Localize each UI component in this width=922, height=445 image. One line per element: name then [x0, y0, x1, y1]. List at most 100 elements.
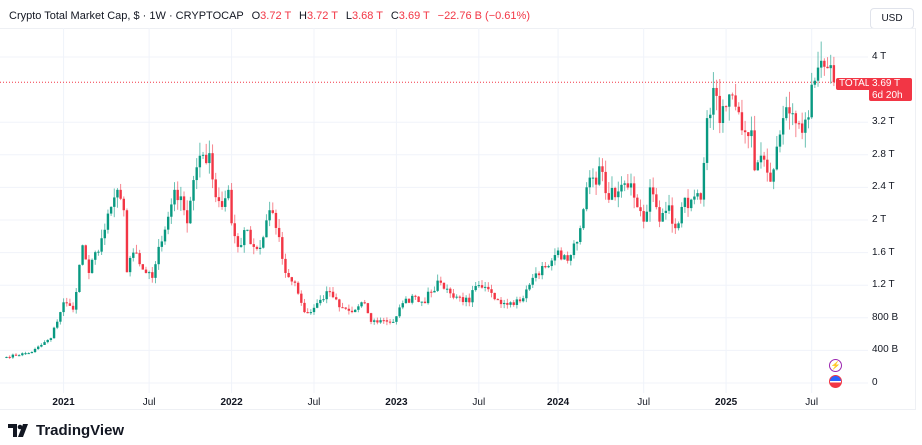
candle-down [417, 296, 420, 302]
candle-down [135, 252, 138, 254]
candle-down [797, 123, 801, 125]
change-value: −22.76 B (−0.61%) [437, 10, 530, 22]
tradingview-logo[interactable]: TradingView [8, 422, 124, 439]
candle-up [522, 298, 525, 302]
y-tick-label: 1.6 T [872, 246, 895, 258]
candle-up [195, 167, 198, 181]
candle-up [27, 353, 30, 355]
candle-down [699, 193, 702, 200]
candle-down [639, 207, 642, 212]
candle-down [376, 320, 379, 323]
candle-down [125, 210, 129, 273]
candle-up [702, 162, 706, 200]
candle-up [395, 316, 398, 322]
candle-down [601, 166, 604, 172]
candle-up [17, 355, 21, 357]
candle-up [525, 289, 528, 299]
candle-up [696, 193, 699, 197]
chart-frame [0, 28, 916, 410]
candle-up [147, 272, 151, 274]
candle-down [715, 87, 718, 96]
last-price: 3.69 T [872, 78, 901, 89]
candle-down [274, 212, 278, 228]
symbol-header: Crypto Total Market Cap, $ · 1W · CRYPTO… [9, 10, 530, 22]
candle-up [690, 199, 693, 209]
candle-up [813, 80, 817, 85]
candle-up [30, 352, 34, 354]
candle-down [382, 320, 385, 322]
candle-up [705, 118, 709, 163]
x-tick-label: 2022 [220, 397, 243, 408]
candle-up [81, 245, 84, 265]
candle-down [271, 210, 274, 213]
candle-down [331, 291, 335, 298]
candle-up [598, 166, 601, 185]
candle-up [404, 298, 408, 304]
candle-up [246, 229, 249, 231]
candle-up [667, 205, 671, 211]
candle-up [781, 118, 785, 135]
candle-up [829, 65, 832, 69]
candle-up [531, 277, 534, 285]
candle-down [68, 303, 72, 306]
candle-down [388, 321, 392, 323]
candle-down [626, 183, 630, 188]
x-tick-label: 2025 [714, 397, 738, 408]
lightning-icon[interactable]: ⚡ [829, 359, 842, 372]
candle-up [46, 339, 49, 343]
candle-down [439, 280, 442, 283]
candle-up [163, 229, 167, 242]
candle-down [734, 95, 737, 107]
candle-up [224, 198, 227, 207]
candle-down [449, 288, 452, 294]
candle-up [265, 220, 268, 238]
candle-up [693, 196, 696, 200]
high-value: 3.72 T [306, 10, 338, 22]
candle-down [281, 237, 284, 259]
candle-down [458, 296, 462, 298]
last-price-tag: 3.69 T 6d 20h [869, 78, 912, 101]
candle-up [113, 197, 116, 207]
candle-down [632, 183, 636, 198]
candle-down [230, 189, 233, 224]
candle-down [788, 107, 791, 114]
candle-down [731, 94, 734, 96]
candle-down [607, 193, 610, 200]
candle-down [182, 196, 186, 211]
candle-down [480, 285, 484, 288]
candle-up [357, 306, 360, 310]
symbol-title[interactable]: Crypto Total Market Cap, $ · 1W · CRYPTO… [9, 10, 244, 22]
low-label: L [345, 10, 352, 22]
candle-up [579, 228, 582, 243]
candle-down [518, 299, 522, 302]
us-flag-icon[interactable] [829, 375, 842, 388]
bar-countdown: 6d 20h [872, 89, 903, 101]
candle-up [160, 241, 164, 247]
candle-up [709, 114, 712, 119]
candle-down [122, 198, 125, 211]
candle-up [677, 223, 680, 229]
candle-down [468, 297, 471, 303]
candle-down [430, 291, 433, 293]
candle-up [680, 206, 683, 224]
candle-down [236, 236, 240, 247]
candle-up [775, 146, 779, 170]
y-tick-label: 1.2 T [872, 279, 895, 291]
candle-up [661, 212, 664, 222]
candle-up [778, 134, 782, 147]
candle-down [211, 153, 214, 180]
candle-down [151, 272, 154, 278]
brand-name: TradingView [36, 422, 125, 439]
candle-up [103, 229, 106, 239]
candle-up [664, 210, 668, 213]
candle-down [303, 302, 306, 313]
candle-up [43, 342, 46, 345]
candle-down [338, 299, 341, 308]
candle-down [8, 356, 11, 358]
open-value: 3.72 T [260, 10, 291, 22]
candle-up [157, 246, 160, 265]
x-tick-label: Jul [472, 397, 486, 408]
x-tick-label: 2024 [546, 397, 570, 408]
candle-up [52, 327, 56, 339]
